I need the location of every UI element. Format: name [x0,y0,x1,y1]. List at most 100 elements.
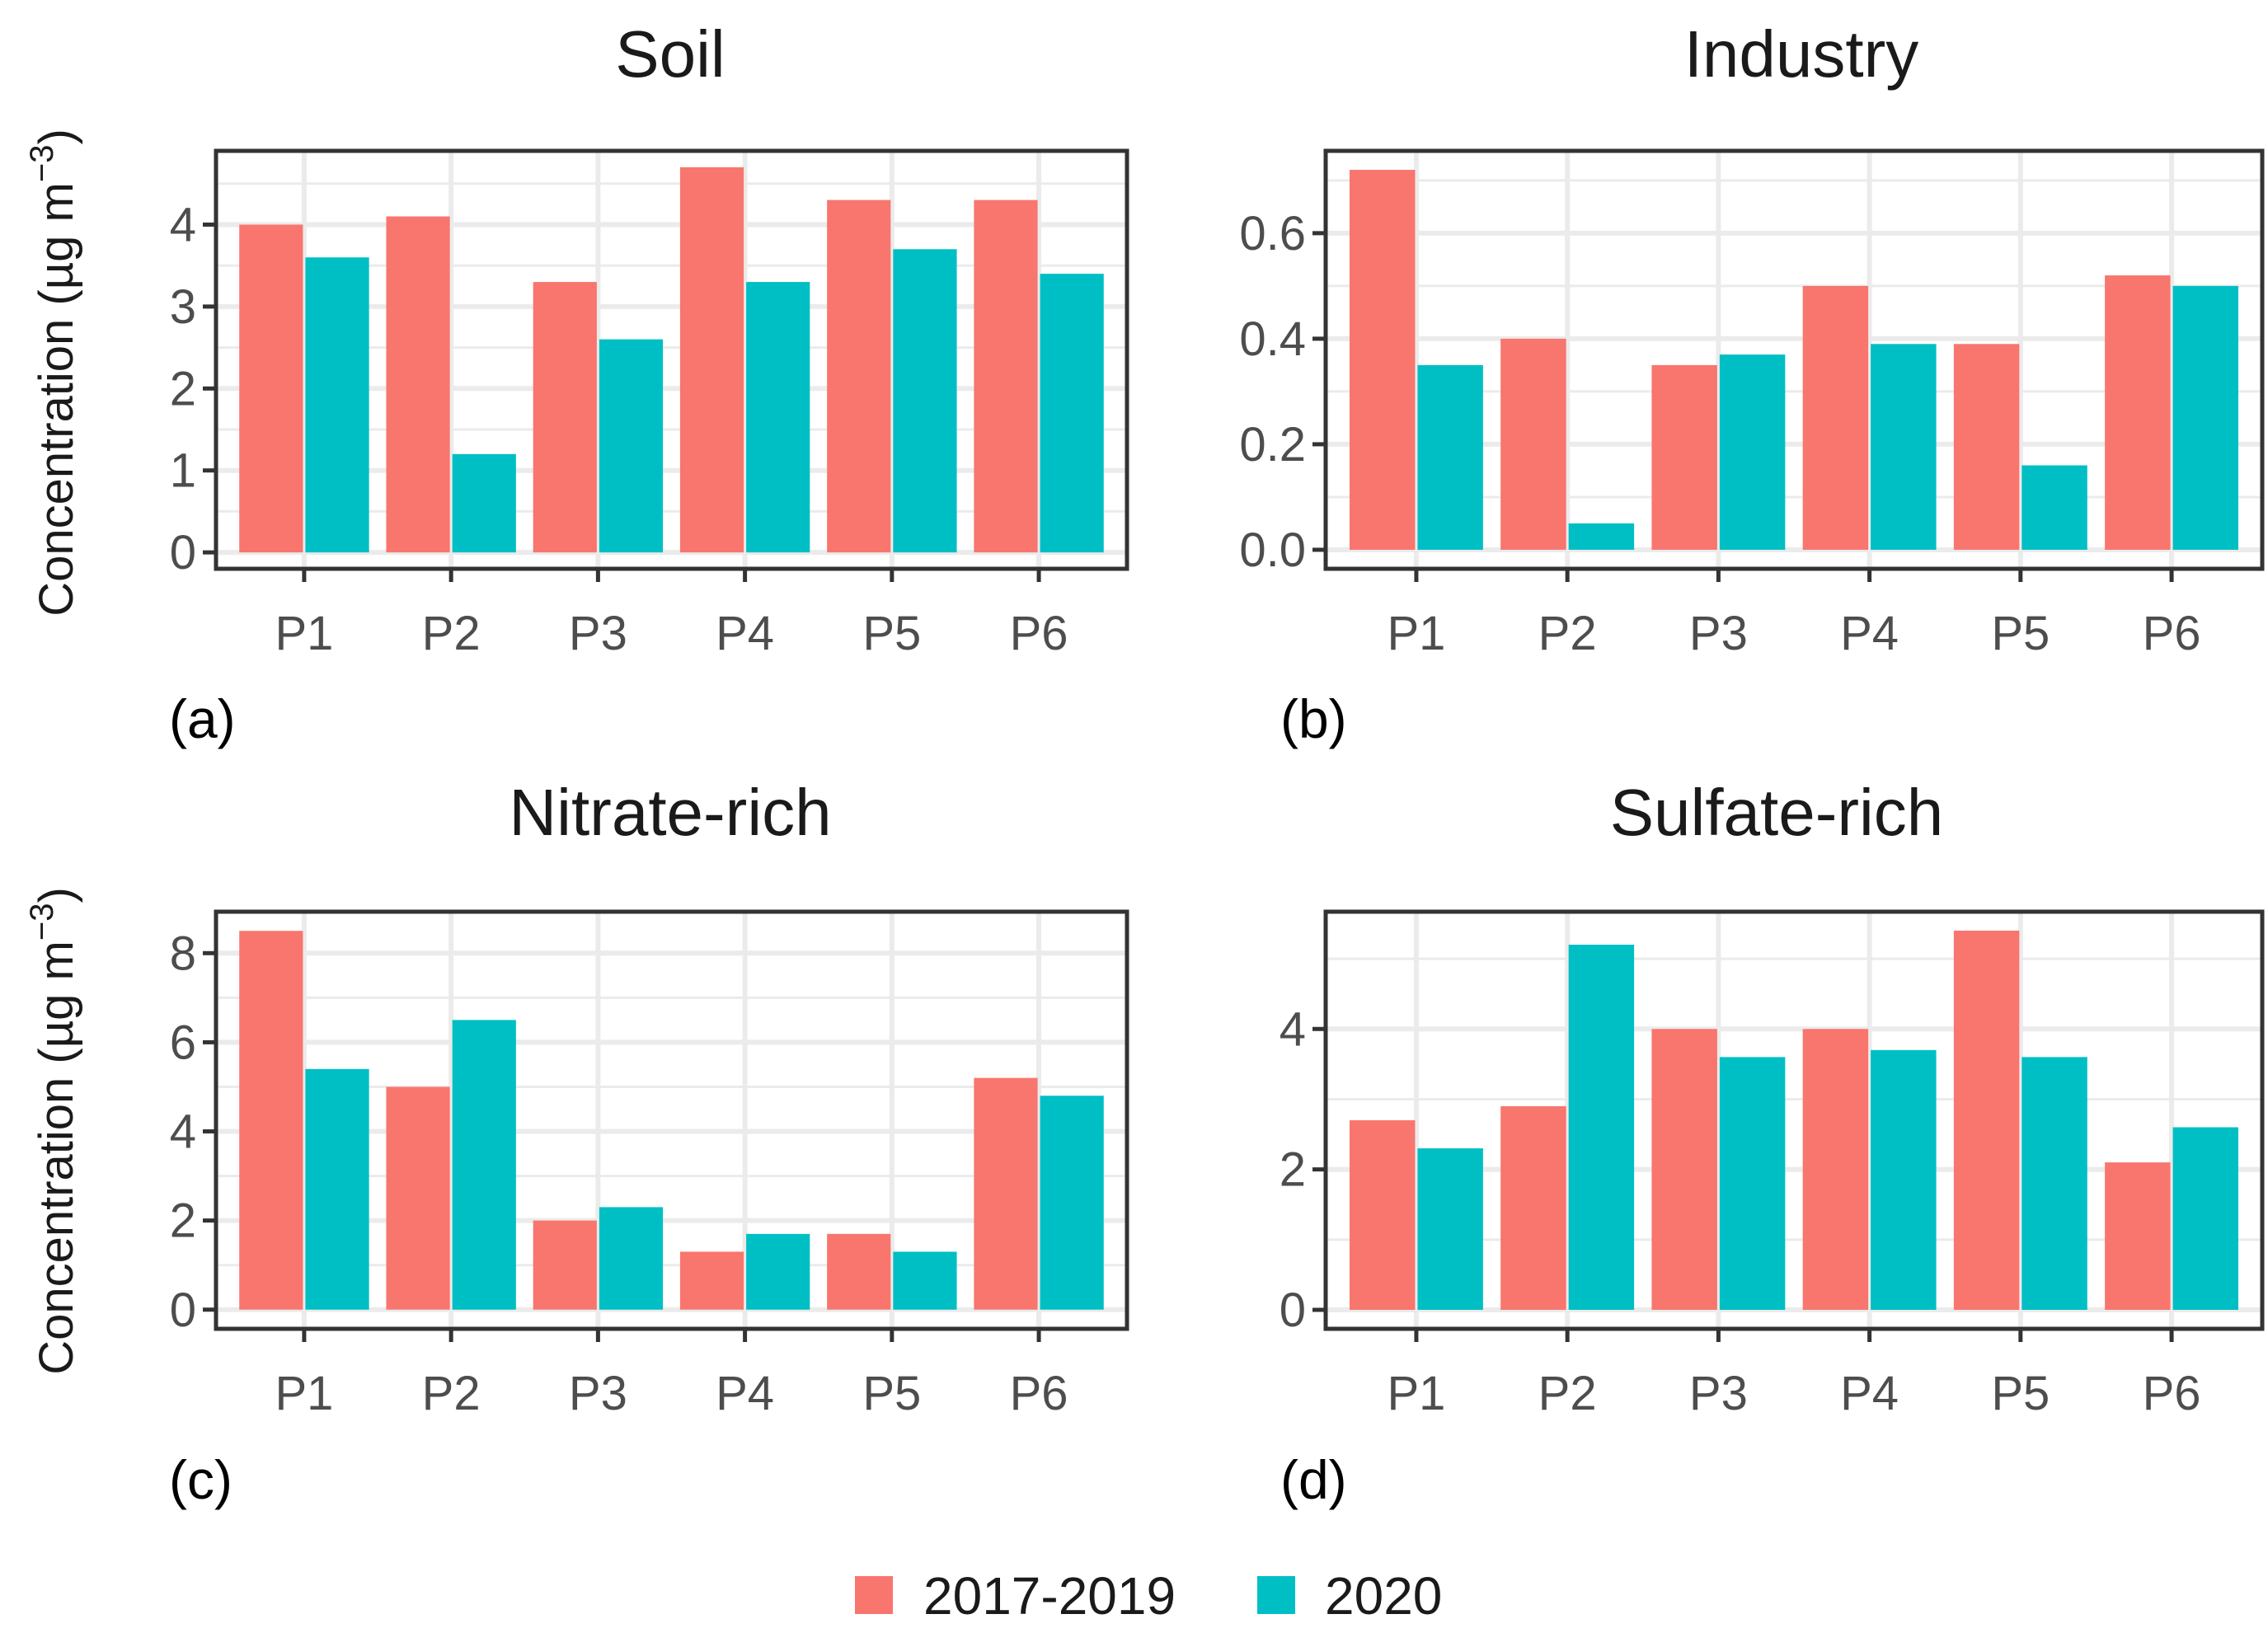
x-tick-label: P5 [1991,607,2050,660]
panel-tag: (d) [1280,1449,1347,1510]
bar-2017-2019-P6 [974,199,1038,553]
y-tick-label: 0 [1280,1283,1306,1337]
bar-2017-2019-P5 [1953,344,2020,550]
plot-frame [1323,148,2265,571]
x-tick-label: P6 [2143,607,2201,660]
plot-frame [1323,909,2265,1331]
legend-label: 2017-2019 [923,1566,1176,1626]
y-tick-label: 2 [1280,1143,1306,1197]
x-tick-label: P2 [1538,1367,1597,1420]
plot-frame [214,148,1129,571]
x-tick-label: P3 [1689,607,1748,660]
bar-2017-2019-P4 [1802,1029,1869,1310]
x-tick-label: P6 [2143,1367,2201,1420]
y-tick-label: 4 [170,1105,196,1159]
y-axis-label: Concentration (µg m−3) [24,887,83,1375]
bar-2017-2019-P4 [679,1251,744,1310]
x-tick-label: P2 [422,1367,481,1420]
x-tick-label: P4 [716,607,774,660]
bar-2020-P3 [1719,354,1786,550]
bar-2017-2019-P2 [386,1086,450,1310]
x-tick-label: P2 [422,607,481,660]
legend-label: 2020 [1325,1566,1442,1626]
y-tick-label: 0.6 [1239,207,1306,260]
bar-2020-P2 [1568,945,1635,1310]
plot-frame [214,909,1129,1331]
y-tick-label: 1 [170,444,196,498]
bar-2020-P2 [1568,523,1635,550]
bar-2017-2019-P5 [1953,931,2020,1310]
panel-tag: (a) [169,688,236,749]
bar-2017-2019-P2 [1500,1105,1566,1310]
panel-industry: Industry (b) 0.0 0.2 0.4 0.6 P1 P2 P3 P4 P5 P6 [1239,17,2265,749]
panel-tag: (b) [1280,688,1347,749]
y-tick-label: 6 [170,1016,196,1069]
bar-2020-P5 [893,1251,957,1310]
y-tick-label: 0.0 [1239,523,1306,577]
bar-2017-2019-P1 [1349,1120,1416,1310]
x-tick-label: P6 [1010,607,1068,660]
bar-2017-2019-P3 [533,282,597,553]
y-tick-label: 0.2 [1239,418,1306,472]
panel-title: Industry [1684,17,1919,91]
bar-2017-2019-P5 [827,199,891,553]
bar-2020-P6 [1040,1096,1104,1310]
x-tick-label: P3 [569,607,627,660]
x-tick-label: P1 [1387,607,1445,660]
bar-2020-P6 [2172,1127,2239,1310]
bar-2017-2019-P2 [1500,338,1566,550]
bar-2020-P3 [599,339,664,553]
x-tick-label: P1 [275,1367,333,1420]
x-tick-label: P5 [862,607,921,660]
y-tick-label: 8 [170,927,196,980]
bar-2020-P1 [305,1068,369,1310]
bar-2020-P2 [452,453,516,553]
y-tick-label: 2 [170,362,196,415]
y-tick-label: 0 [170,526,196,580]
x-tick-label: P3 [569,1367,627,1420]
y-tick-label: 4 [1280,1002,1306,1056]
y-tick-label: 3 [170,280,196,334]
bar-2020-P4 [1871,344,1937,550]
x-tick-label: P5 [862,1367,921,1420]
panel-title: Sulfate-rich [1610,776,1944,849]
y-tick-label: 4 [170,198,196,251]
bar-2020-P3 [599,1207,664,1310]
bar-2020-P5 [893,249,957,553]
panel-nitrate-rich: Nitrate-rich (c) Concentration (µg m−3) … [24,776,1129,1510]
x-tick-label: P4 [716,1367,774,1420]
bar-2017-2019-P3 [1651,1029,1717,1310]
panel-soil: Soil (a) Concentration (µg m−3) 0 1 2 3 4 P1 P… [24,17,1129,749]
y-axis-label: Concentration (µg m−3) [24,129,83,617]
bar-2017-2019-P6 [2105,275,2171,550]
panel-title: Soil [615,17,725,91]
bar-2017-2019-P2 [386,216,450,553]
bar-2017-2019-P1 [1349,170,1416,550]
x-tick-label: P6 [1010,1367,1068,1420]
bar-2017-2019-P1 [239,931,303,1310]
x-tick-label: P1 [1387,1367,1445,1420]
legend: 2017-2019 2020 [855,1566,1442,1626]
y-tick-label: 2 [170,1194,196,1248]
bar-2017-2019-P4 [1802,285,1869,550]
bar-2017-2019-P3 [533,1220,597,1310]
x-tick-label: P1 [275,607,333,660]
bar-2020-P4 [746,1233,810,1310]
bar-2020-P5 [2021,1057,2087,1310]
x-tick-label: P2 [1538,607,1597,660]
bar-2020-P3 [1719,1057,1786,1310]
panel-sulfate-rich: Sulfate-rich (d) 0 2 4 P1 P2 P3 P4 P5 P6 [1280,776,2265,1510]
bar-2020-P1 [1417,364,1483,550]
bar-2020-P5 [2021,465,2087,550]
bar-2020-P6 [1040,274,1104,553]
x-tick-label: P3 [1689,1367,1748,1420]
bar-2020-P1 [305,257,369,553]
bar-2020-P2 [452,1020,516,1310]
bar-2020-P6 [2172,285,2239,550]
legend-swatch-2017-2019 [855,1576,893,1614]
bar-2020-P1 [1417,1148,1483,1310]
bar-2020-P4 [746,282,810,553]
bar-2017-2019-P3 [1651,364,1717,550]
legend-swatch-2020 [1257,1576,1295,1614]
